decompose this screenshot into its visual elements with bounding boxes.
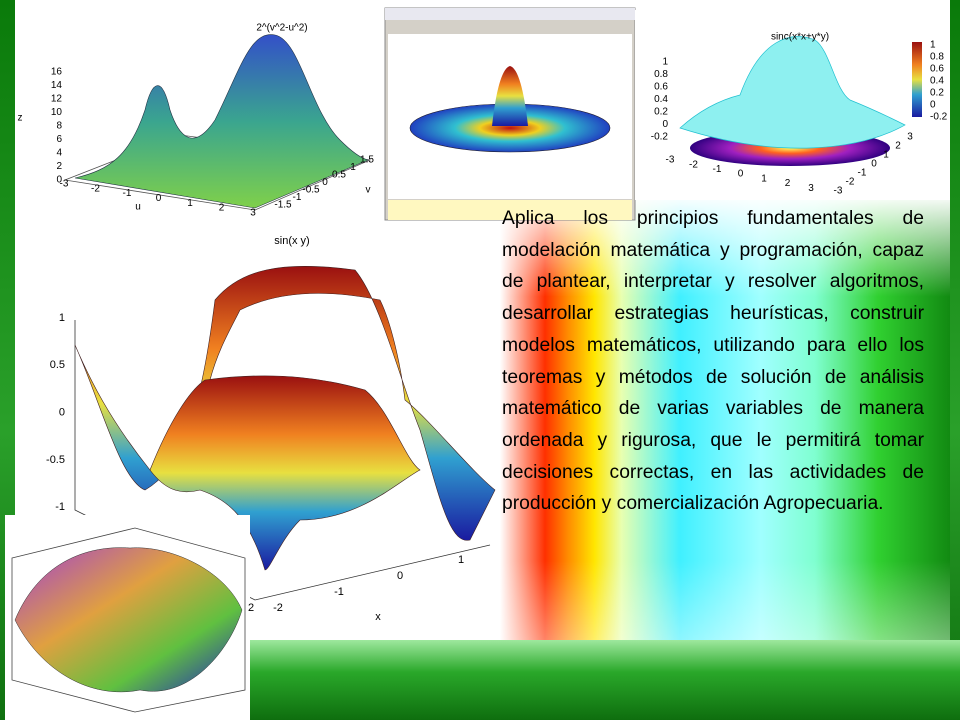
- tick-label: -2: [273, 602, 283, 614]
- figure-title: sinc(x*x+y*y): [771, 32, 829, 43]
- tick-label: 8: [56, 121, 62, 132]
- figure-5: [5, 515, 250, 720]
- tick-label: 2: [895, 141, 901, 152]
- tick-label: -1.5: [274, 200, 292, 211]
- tick-label: -1: [713, 164, 722, 175]
- tick-label: 1: [883, 150, 889, 161]
- tick-label: 2: [785, 178, 791, 189]
- tick-label: 3: [808, 183, 814, 194]
- axis-label: u: [135, 202, 141, 213]
- tick-label: 0.4: [654, 94, 668, 105]
- colorbar-tick: 0: [930, 100, 936, 111]
- tick-label: -3: [834, 186, 843, 197]
- tick-label: 0: [56, 175, 62, 186]
- tick-label: 0.5: [50, 359, 65, 371]
- tick-label: 4: [56, 148, 62, 159]
- tick-label: -0.5: [46, 454, 65, 466]
- tick-label: 0: [397, 570, 403, 582]
- surface: [14, 547, 243, 693]
- axis-label: x: [375, 611, 381, 623]
- axis-label: v: [366, 185, 371, 196]
- colorbar-tick: 0.6: [930, 64, 944, 75]
- tick-label: 2: [56, 161, 62, 172]
- tick-label: -0.5: [302, 185, 320, 196]
- tick-label: -2: [91, 183, 100, 194]
- figure-1: [15, 0, 385, 220]
- tick-label: 14: [51, 80, 63, 91]
- tick-label: -1: [55, 501, 65, 513]
- window-title-bar: [385, 8, 635, 20]
- tick-label: 0.8: [654, 69, 668, 80]
- surface-peak: [492, 66, 528, 126]
- tick-label: 6: [56, 134, 62, 145]
- surface: [74, 34, 369, 209]
- paragraph: Aplica los principios fundamentales de m…: [502, 208, 924, 515]
- tick-label: 0: [738, 169, 744, 180]
- surface-front: [149, 375, 421, 571]
- tick-label: 0: [662, 119, 668, 130]
- axis-label: z: [18, 113, 23, 124]
- figure-2: [384, 7, 636, 221]
- figure-3: [635, 10, 950, 200]
- rainbow-background: [500, 200, 950, 640]
- colorbar-tick: -0.2: [930, 112, 948, 123]
- tick-label: -1: [858, 168, 867, 179]
- colorbar-tick: 1: [930, 40, 936, 51]
- box: [11, 527, 246, 713]
- tick-label: 1: [59, 312, 65, 324]
- colorbar: [912, 42, 922, 117]
- tick-label: -3: [60, 179, 69, 190]
- tick-label: 0.2: [654, 107, 668, 118]
- tick-label: 1: [458, 554, 464, 566]
- tick-label: 0: [871, 159, 877, 170]
- tick-label: 0.5: [332, 170, 346, 181]
- tick-label: 10: [51, 107, 63, 118]
- tick-label: -1: [123, 188, 132, 199]
- tick-label: -2: [689, 159, 698, 170]
- tick-label: 2: [248, 602, 254, 614]
- tick-label: 1: [187, 198, 193, 209]
- tick-label: -0.2: [651, 132, 669, 143]
- tick-label: 0: [156, 193, 162, 204]
- tick-label: 3: [907, 132, 913, 143]
- tick-label: -1: [334, 586, 344, 598]
- tick-label: -2: [846, 177, 855, 188]
- tick-label: 1: [662, 57, 668, 68]
- tick-label: 0: [59, 407, 65, 419]
- tick-label: 2: [219, 203, 225, 214]
- colorbar-tick: 0.2: [930, 88, 944, 99]
- tick-label: 16: [51, 67, 63, 78]
- tick-label: 3: [250, 207, 256, 218]
- tick-label: 0.6: [654, 82, 668, 93]
- green-band: [250, 640, 960, 720]
- tick-label: -3: [666, 155, 675, 166]
- colorbar-tick: 0.4: [930, 76, 944, 87]
- colorbar-tick: 0.8: [930, 52, 944, 63]
- tick-label: 12: [51, 94, 63, 105]
- figure-title: 2^(v^2-u^2): [256, 23, 307, 34]
- tick-label: 1.5: [360, 155, 374, 166]
- surface: [679, 36, 906, 149]
- tick-label: -1: [293, 192, 302, 203]
- status-bar: [388, 200, 632, 220]
- figure-title: sin(x y): [274, 235, 309, 247]
- tick-label: 0: [322, 177, 328, 188]
- tick-label: 1: [761, 173, 767, 184]
- tick-label: 1: [350, 162, 356, 173]
